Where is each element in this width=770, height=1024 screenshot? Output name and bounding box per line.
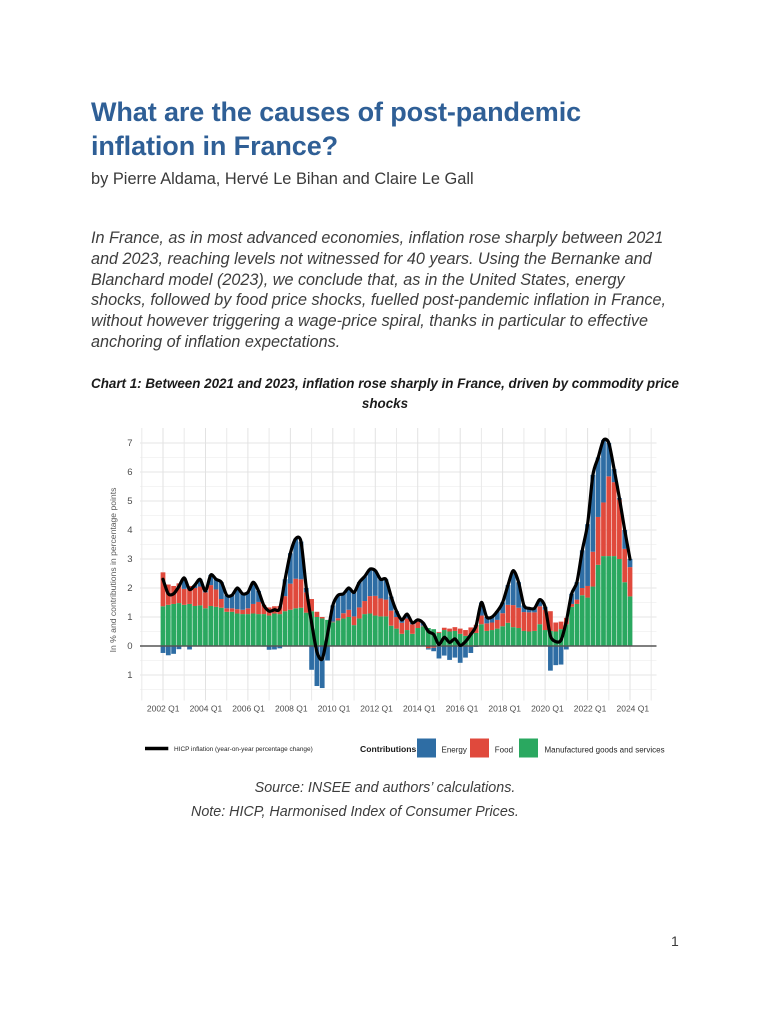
- svg-text:2: 2: [127, 583, 132, 594]
- svg-text:1: 1: [127, 670, 132, 681]
- svg-text:7: 7: [127, 438, 132, 449]
- svg-text:2002 Q1: 2002 Q1: [147, 704, 180, 714]
- svg-text:0: 0: [127, 641, 132, 652]
- svg-text:5: 5: [127, 496, 132, 507]
- svg-text:In % and contributions in perc: In % and contributions in percentage poi…: [108, 488, 118, 653]
- svg-text:2010 Q1: 2010 Q1: [318, 704, 351, 714]
- svg-text:HICP inflation (year-on-year p: HICP inflation (year-on-year percentage …: [174, 746, 313, 753]
- svg-text:2016 Q1: 2016 Q1: [446, 704, 479, 714]
- svg-text:2014 Q1: 2014 Q1: [403, 704, 436, 714]
- svg-text:2018 Q1: 2018 Q1: [488, 704, 521, 714]
- svg-text:2008 Q1: 2008 Q1: [275, 704, 308, 714]
- svg-text:Food: Food: [495, 746, 513, 755]
- svg-text:Manufactured goods and service: Manufactured goods and services: [545, 746, 665, 755]
- svg-text:2012 Q1: 2012 Q1: [360, 704, 393, 714]
- svg-text:1: 1: [127, 612, 132, 623]
- svg-text:2020 Q1: 2020 Q1: [531, 704, 564, 714]
- svg-text:4: 4: [127, 525, 132, 536]
- svg-text:6: 6: [127, 467, 132, 478]
- svg-text:2004 Q1: 2004 Q1: [190, 704, 223, 714]
- svg-text:Energy: Energy: [442, 746, 467, 755]
- svg-text:Contributions: Contributions: [360, 744, 417, 754]
- svg-text:2006 Q1: 2006 Q1: [232, 704, 265, 714]
- svg-text:3: 3: [127, 554, 132, 565]
- svg-text:2024 Q1: 2024 Q1: [616, 704, 649, 714]
- svg-text:2022 Q1: 2022 Q1: [574, 704, 607, 714]
